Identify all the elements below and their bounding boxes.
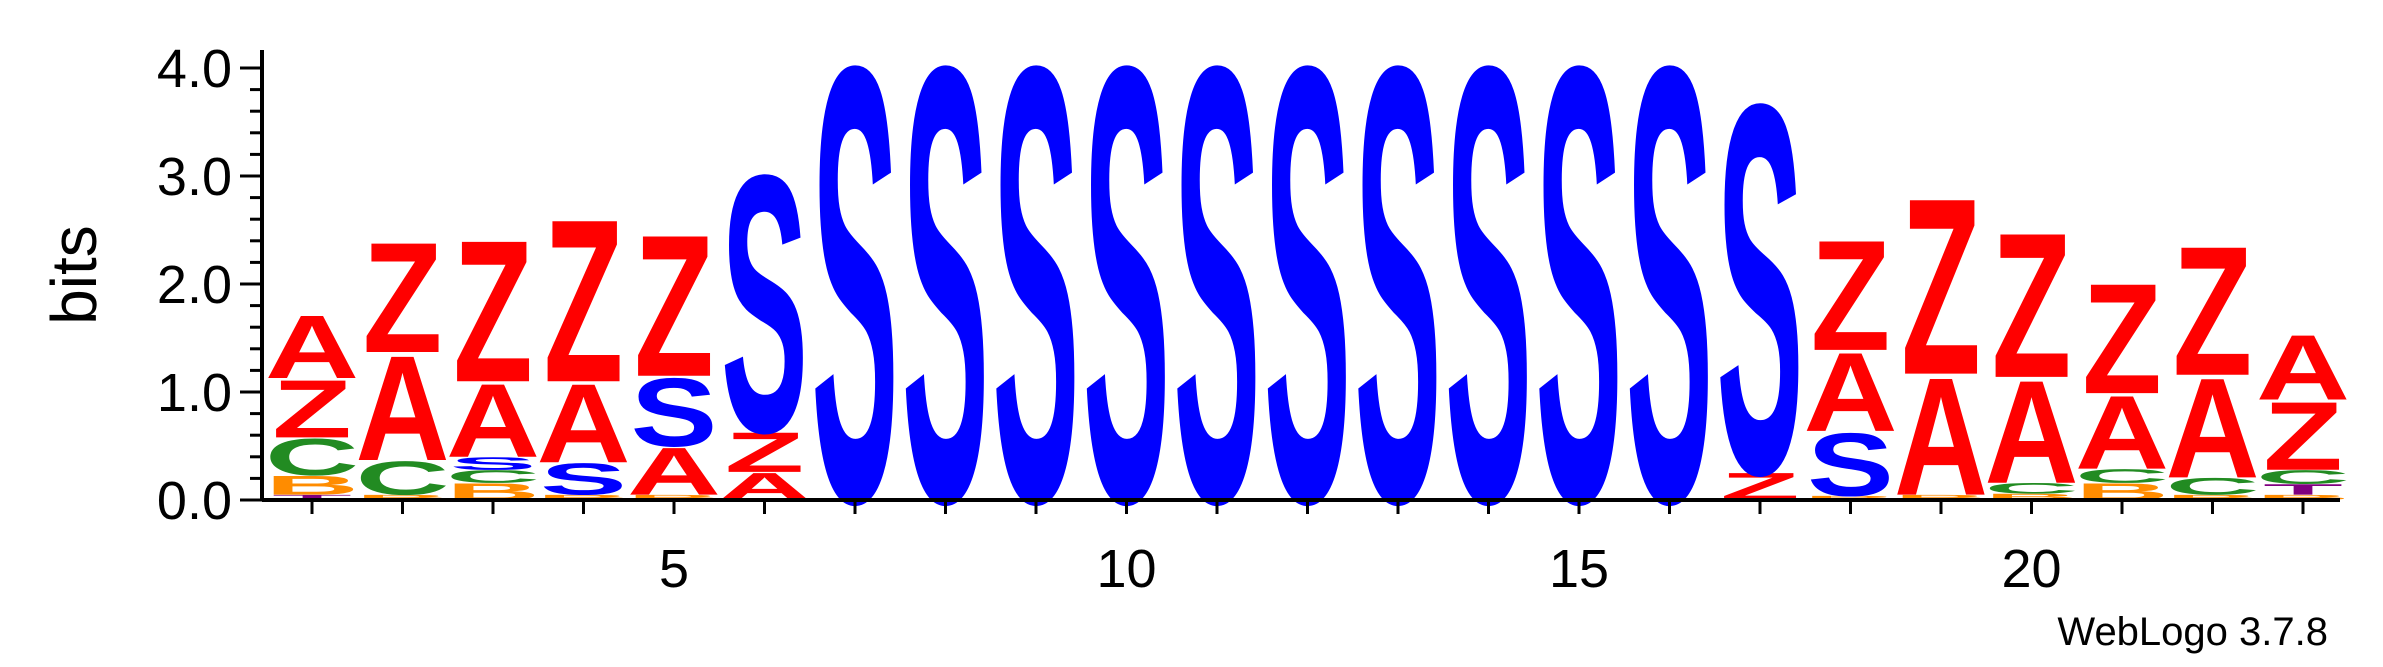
logo-letter-s: S <box>812 0 899 633</box>
logo-letter-s: S <box>631 359 718 467</box>
logo-letter-c: C <box>2165 473 2259 500</box>
logo-letter-a: A <box>1803 329 1897 455</box>
logo-letter-z: Z <box>2082 250 2162 427</box>
x-tick-label: 10 <box>1096 539 1156 599</box>
logo-letter-b: B <box>536 493 630 501</box>
logo-letter-z: Z <box>1992 189 2072 421</box>
logo-letter-c: C <box>265 428 359 487</box>
logo-letter-c: C <box>355 451 449 505</box>
logo-letter-b: B <box>1984 492 2078 502</box>
logo-letter-s: S <box>902 0 989 633</box>
logo-letter-a: A <box>355 324 449 492</box>
logo-letter-z: Z <box>725 421 805 484</box>
logo-letter-z: Z <box>544 170 624 430</box>
x-tick-label: 20 <box>2001 539 2061 599</box>
logo-letter-a: A <box>2075 375 2169 492</box>
logo-letter-b: B <box>2165 493 2259 501</box>
logo-letter-t: T <box>2263 481 2343 498</box>
y-tick-label: 2.0 <box>157 255 232 315</box>
logo-letter-z: Z <box>2263 382 2343 490</box>
logo-letter-s: S <box>1083 0 1170 633</box>
logo-letter-a: A <box>2165 348 2259 508</box>
logo-letter-a: A <box>265 297 359 397</box>
logo-letter-s: S <box>540 454 627 504</box>
logo-letter-s: S <box>1445 0 1532 633</box>
y-axis-label: bits <box>38 225 110 325</box>
logo-letter-s: S <box>1717 0 1804 585</box>
logo-letter-b: B <box>1894 493 1988 501</box>
logo-letter-c: C <box>2075 465 2169 487</box>
logo-letter-c: C <box>1984 480 2078 497</box>
y-tick-label: 1.0 <box>157 363 232 423</box>
logo-letter-z: Z <box>272 363 352 455</box>
logo-letter-s: S <box>1536 0 1623 633</box>
logo-letter-b: B <box>265 470 359 500</box>
weblogo-credit: WebLogo 3.7.8 <box>2057 610 2328 654</box>
logo-letter-s: S <box>721 99 808 510</box>
logo-letter-c: C <box>446 466 540 486</box>
logo-letter-z: Z <box>634 194 714 420</box>
logo-letter-b: B <box>627 493 721 501</box>
x-tick-label: 15 <box>1549 539 1609 599</box>
logo-letter-t: T <box>272 493 352 501</box>
logo-letter-s: S <box>1174 0 1261 633</box>
y-tick-label: 3.0 <box>157 147 232 207</box>
x-tick-label: 5 <box>659 539 689 599</box>
logo-letter-a: A <box>446 363 540 480</box>
logo-letter-b: B <box>1803 495 1897 502</box>
logo-letter-b: B <box>2256 493 2350 501</box>
logo-letter-z: Z <box>1811 207 1891 384</box>
logo-letter-c: C <box>2256 466 2350 488</box>
logo-letter-a: A <box>2256 316 2350 420</box>
logo-letter-s: S <box>993 0 1080 633</box>
logo-letter-a: A <box>627 433 721 508</box>
logo-letter-z: Z <box>1901 145 1981 428</box>
logo-letter-z: Z <box>453 199 533 425</box>
logo-letter-b: B <box>355 493 449 501</box>
y-tick-label: 0.0 <box>157 471 232 531</box>
logo-axes <box>260 50 2340 502</box>
logo-letter-a: A <box>536 361 630 487</box>
logo-letter-s: S <box>1626 0 1713 633</box>
x-ticks: 5 10 15 20 <box>310 500 2305 599</box>
logo-letter-s: S <box>450 453 537 473</box>
logo-letter-s: S <box>1264 0 1351 633</box>
y-ticks: 0.0 1.0 2.0 3.0 4.0 <box>157 39 262 531</box>
y-tick-label: 4.0 <box>157 39 232 99</box>
logo-letter-s: S <box>1355 0 1442 633</box>
logo-letter-a: A <box>1984 350 2078 514</box>
logo-letter-z: Z <box>363 209 443 386</box>
logo-letter-z: Z <box>2173 207 2253 414</box>
